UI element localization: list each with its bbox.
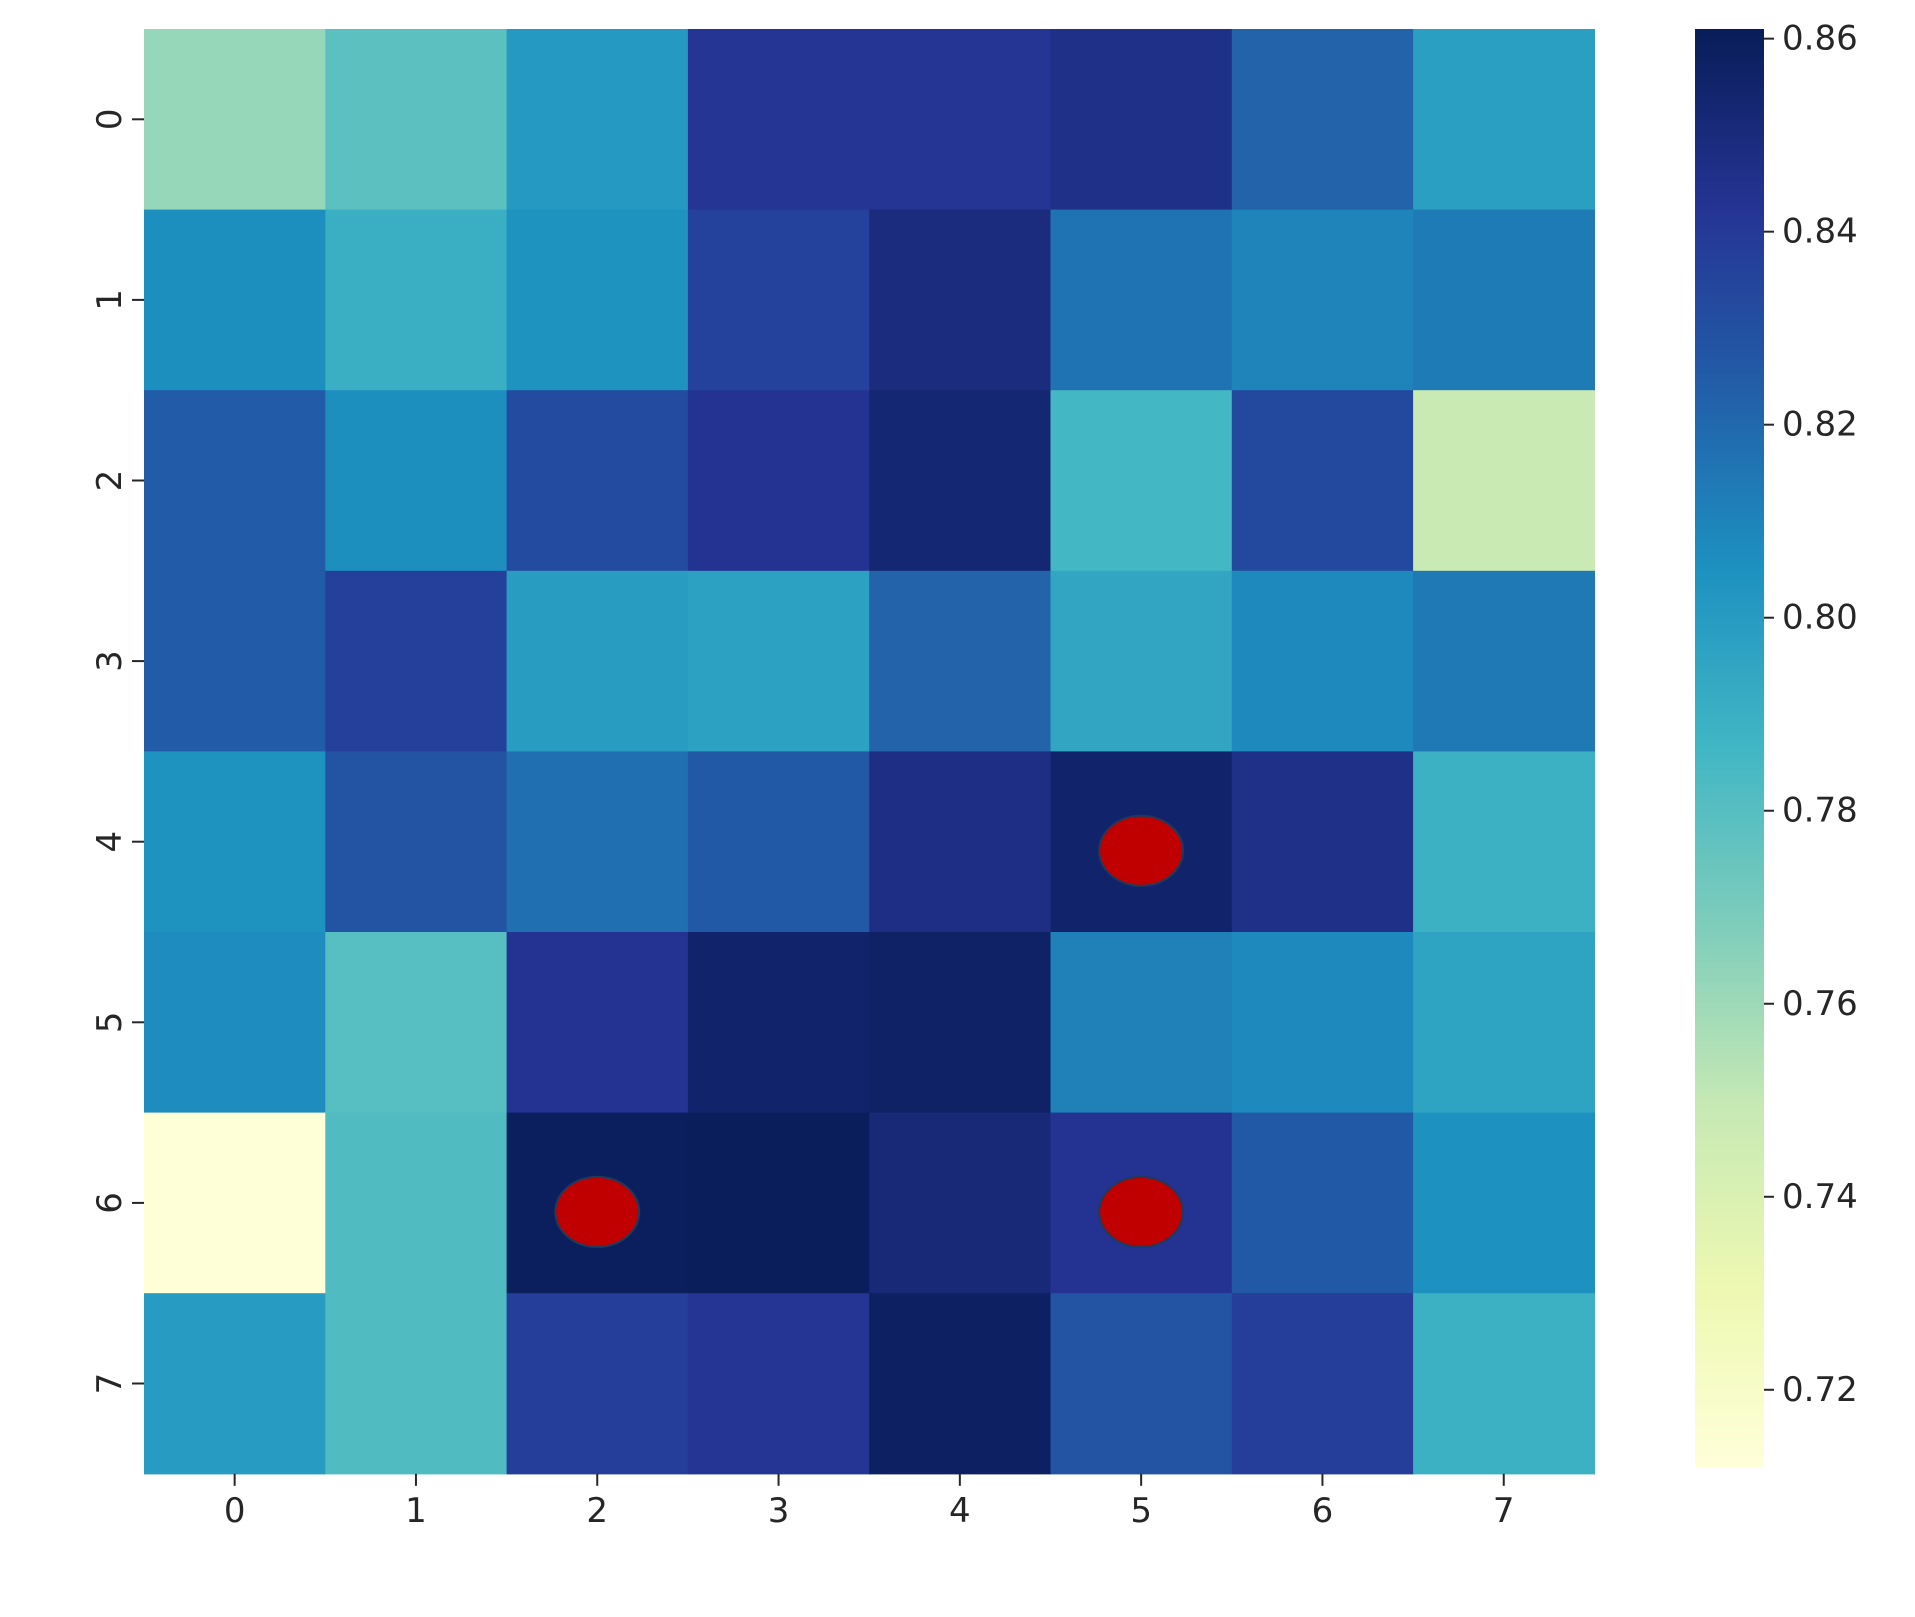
x-tick-label: 4 bbox=[949, 1491, 971, 1531]
heatmap-cell bbox=[687, 29, 870, 211]
colorbar-tick-label: 0.76 bbox=[1782, 984, 1858, 1024]
heatmap-cell bbox=[1231, 1293, 1414, 1475]
heatmap-cell bbox=[325, 1112, 508, 1294]
heatmap-cell bbox=[1231, 751, 1414, 933]
heatmap-cell bbox=[144, 390, 326, 572]
heatmap-cell bbox=[869, 1112, 1052, 1294]
colorbar-tick-label: 0.72 bbox=[1782, 1370, 1858, 1410]
y-tick-label: 7 bbox=[90, 1373, 130, 1395]
marker-layer bbox=[554, 814, 1185, 1248]
heatmap-cell bbox=[325, 29, 508, 211]
heatmap-cell bbox=[869, 1293, 1052, 1475]
colorbar-gradient bbox=[1695, 29, 1764, 1467]
heatmap-cells bbox=[144, 29, 1595, 1475]
heatmap-cell bbox=[144, 751, 326, 933]
x-tick-label: 2 bbox=[586, 1491, 608, 1531]
x-axis: 0 1 2 3 4 5 6 7 bbox=[224, 1473, 1515, 1531]
heatmap-cell bbox=[506, 209, 689, 391]
heatmap-cell bbox=[506, 1293, 689, 1475]
heatmap-cell bbox=[1050, 390, 1233, 572]
heatmap-cell bbox=[144, 932, 326, 1114]
y-tick-label: 4 bbox=[90, 831, 130, 853]
colorbar-tick-label: 0.84 bbox=[1782, 212, 1858, 252]
heatmap-cell bbox=[869, 751, 1052, 933]
heatmap-cell bbox=[506, 751, 689, 933]
heatmap-cell bbox=[1050, 570, 1233, 752]
marker-dot bbox=[554, 1175, 641, 1248]
heatmap-cell bbox=[687, 1293, 870, 1475]
heatmap-cell bbox=[506, 29, 689, 211]
heatmap-cell bbox=[325, 570, 508, 752]
heatmap-cell bbox=[1413, 29, 1595, 211]
heatmap-cell bbox=[325, 932, 508, 1114]
heatmap-cell bbox=[687, 932, 870, 1114]
colorbar-tick-label: 0.78 bbox=[1782, 791, 1858, 831]
colorbar-tick-label: 0.82 bbox=[1782, 405, 1858, 445]
heatmap-cell bbox=[1231, 209, 1414, 391]
heatmap-cell bbox=[506, 570, 689, 752]
heatmap-cell bbox=[687, 209, 870, 391]
y-tick-label: 3 bbox=[90, 650, 130, 672]
colorbar: 0.72 0.74 0.76 0.78 0.80 0.82 0.84 0.86 bbox=[1695, 19, 1858, 1467]
heatmap-cell bbox=[506, 932, 689, 1114]
heatmap-cell bbox=[1413, 932, 1595, 1114]
heatmap-cell bbox=[687, 1112, 870, 1294]
marker-dot bbox=[1098, 814, 1185, 887]
marker-dot bbox=[1098, 1175, 1185, 1248]
heatmap-cell bbox=[1231, 570, 1414, 752]
x-tick-label: 1 bbox=[405, 1491, 427, 1531]
heatmap-cell bbox=[869, 932, 1052, 1114]
heatmap-cell bbox=[1231, 1112, 1414, 1294]
x-tick-label: 0 bbox=[224, 1491, 246, 1531]
heatmap-cell bbox=[1050, 209, 1233, 391]
heatmap-cell bbox=[1413, 1293, 1595, 1475]
heatmap-cell bbox=[1413, 751, 1595, 933]
heatmap-cell bbox=[1050, 932, 1233, 1114]
heatmap-cell bbox=[869, 390, 1052, 572]
heatmap-cell bbox=[506, 390, 689, 572]
heatmap-cell bbox=[687, 751, 870, 933]
heatmap-cell bbox=[325, 390, 508, 572]
x-tick-label: 7 bbox=[1493, 1491, 1515, 1531]
heatmap-cell bbox=[1413, 209, 1595, 391]
heatmap-cell bbox=[144, 209, 326, 391]
heatmap-cell bbox=[144, 29, 326, 211]
heatmap-cell bbox=[687, 390, 870, 572]
heatmap-cell bbox=[144, 1112, 326, 1294]
heatmap-cell bbox=[325, 751, 508, 933]
heatmap-cell bbox=[869, 209, 1052, 391]
heatmap-cell bbox=[869, 29, 1052, 211]
heatmap-cell bbox=[1231, 390, 1414, 572]
heatmap-cell bbox=[1413, 570, 1595, 752]
y-tick-label: 5 bbox=[90, 1011, 130, 1033]
heatmap-cell bbox=[1050, 1293, 1233, 1475]
x-tick-label: 6 bbox=[1312, 1491, 1334, 1531]
heatmap-cell bbox=[1231, 29, 1414, 211]
x-tick-label: 3 bbox=[768, 1491, 790, 1531]
heatmap-cell bbox=[325, 209, 508, 391]
colorbar-tick-label: 0.74 bbox=[1782, 1177, 1858, 1217]
colorbar-tick-label: 0.86 bbox=[1782, 19, 1858, 59]
y-tick-label: 0 bbox=[90, 108, 130, 130]
heatmap-cell bbox=[144, 570, 326, 752]
y-axis: 0 1 2 3 4 5 6 7 bbox=[90, 108, 144, 1394]
heatmap-cell bbox=[1413, 1112, 1595, 1294]
heatmap-cell bbox=[1413, 390, 1595, 572]
y-tick-label: 6 bbox=[90, 1192, 130, 1214]
x-tick-label: 5 bbox=[1130, 1491, 1152, 1531]
heatmap-cell bbox=[1231, 932, 1414, 1114]
heatmap-cell bbox=[1050, 29, 1233, 211]
y-tick-label: 1 bbox=[90, 289, 130, 311]
heatmap-cell bbox=[687, 570, 870, 752]
colorbar-tick-label: 0.80 bbox=[1782, 598, 1858, 638]
heatmap-cell bbox=[325, 1293, 508, 1475]
heatmap-cell bbox=[869, 570, 1052, 752]
y-tick-label: 2 bbox=[90, 470, 130, 492]
heatmap-cell bbox=[144, 1293, 326, 1475]
